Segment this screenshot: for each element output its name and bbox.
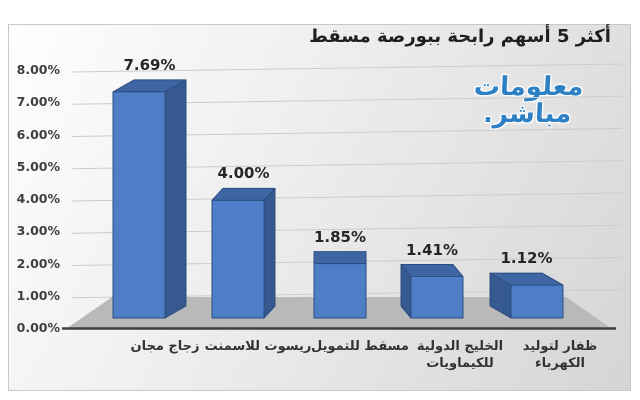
category-label: ريسوت للاسمنت	[204, 339, 312, 354]
category-label: الخليج الدولية للكيماويات	[416, 339, 504, 371]
y-tick-label: 5.00%	[16, 158, 60, 174]
chart-title: أكثر 5 أسهم رابحة ببورصة مسقط	[309, 26, 611, 47]
bar-data-label: 1.12%	[500, 249, 553, 268]
bar-data-label: 1.85%	[313, 227, 367, 246]
y-tick-label: 8.00%	[16, 62, 60, 77]
bar-data-label: 7.69%	[123, 55, 176, 74]
y-tick-label: 4.00%	[16, 191, 60, 206]
mubasher-watermark-logo: معلومات مباشر.	[457, 72, 600, 129]
category-label: زجاج مجان	[130, 339, 200, 354]
y-tick-label: 7.00%	[16, 94, 60, 110]
y-tick-label: 1.00%	[16, 287, 60, 303]
y-tick-label: 2.00%	[16, 255, 60, 271]
category-label: ظفار لتوليد الكهرباء	[522, 339, 598, 371]
watermark-line1: معلومات	[473, 72, 585, 102]
y-tick-label: 3.00%	[16, 223, 60, 239]
y-tick-label: 0.00%	[16, 320, 60, 335]
bar-data-label: 1.41%	[405, 240, 459, 259]
chart-card	[8, 24, 631, 391]
bar-data-label: 4.00%	[217, 164, 270, 183]
y-tick-label: 6.00%	[16, 126, 60, 142]
watermark-line2: مباشر.	[482, 99, 573, 129]
category-label: مسقط للتمويل	[311, 339, 409, 354]
